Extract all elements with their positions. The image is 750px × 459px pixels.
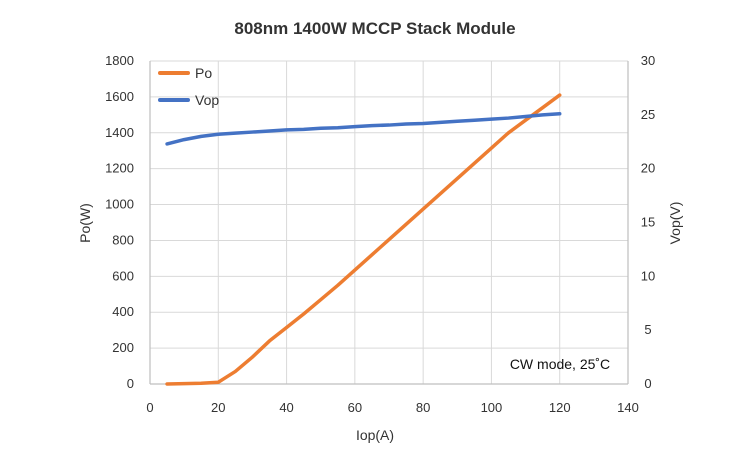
po-series-line	[165, 93, 562, 386]
right-y-tick-label: 15	[641, 215, 655, 230]
legend: Po Vop	[158, 65, 219, 108]
series-layer	[165, 93, 562, 386]
left-y-axis-label: Po(W)	[77, 203, 93, 243]
left-y-tick-label: 1600	[105, 89, 134, 104]
left-y-tick-label: 1800	[105, 53, 134, 68]
right-y-tick-label: 30	[641, 53, 655, 68]
axis-layer	[149, 61, 629, 385]
grid-layer	[149, 60, 629, 385]
x-tick-label: 20	[211, 400, 225, 415]
x-tick-label: 40	[279, 400, 293, 415]
left-y-tick-label: 200	[112, 340, 134, 355]
right-y-tick-label: 0	[644, 376, 651, 391]
left-y-tick-label: 1200	[105, 161, 134, 176]
left-y-tick-label: 800	[112, 232, 134, 247]
x-tick-label: 60	[348, 400, 362, 415]
left-y-tick-label: 1000	[105, 197, 134, 212]
x-tick-label: 80	[416, 400, 430, 415]
x-axis-label: Iop(A)	[356, 427, 394, 443]
left-y-tick-label: 0	[127, 376, 134, 391]
chart-annotation: CW mode, 25˚C	[510, 356, 610, 372]
left-y-tick-label: 600	[112, 268, 134, 283]
chart-title: 808nm 1400W MCCP Stack Module	[234, 19, 515, 38]
right-y-axis-label: Vop(V)	[667, 202, 683, 245]
left-y-tick-label: 400	[112, 304, 134, 319]
vop-series-line	[165, 112, 562, 146]
x-tick-label: 140	[617, 400, 639, 415]
right-y-tick-label: 25	[641, 107, 655, 122]
legend-po-label: Po	[195, 65, 212, 81]
x-tick-label: 0	[146, 400, 153, 415]
x-tick-label: 100	[481, 400, 503, 415]
right-y-tick-label: 5	[644, 322, 651, 337]
right-y-tick-label: 20	[641, 161, 655, 176]
tick-label-layer: 0 20 40 60 80 100 120 1400200400600800100012001…	[105, 53, 655, 415]
x-tick-label: 120	[549, 400, 571, 415]
left-y-tick-label: 1400	[105, 125, 134, 140]
right-y-tick-label: 10	[641, 268, 655, 283]
legend-vop-label: Vop	[195, 92, 219, 108]
